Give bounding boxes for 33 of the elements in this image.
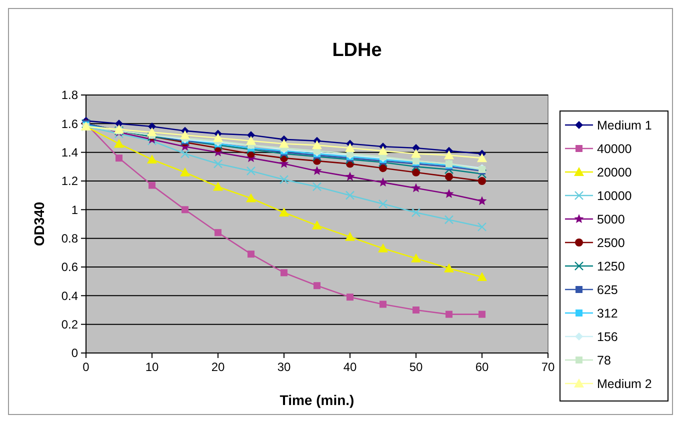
- legend-label: 20000: [597, 165, 632, 180]
- chart-title: LDHe: [332, 40, 382, 61]
- legend-label: 625: [597, 282, 618, 297]
- legend-label: 156: [597, 330, 618, 344]
- y-tick-label: 0.4: [61, 288, 78, 303]
- y-tick-label: 0.8: [61, 232, 78, 246]
- legend-label: 78: [597, 353, 611, 368]
- x-tick-label: 30: [277, 360, 291, 374]
- y-tick-label: 0.6: [61, 260, 78, 274]
- y-tick-label: 0.2: [61, 318, 78, 332]
- legend-label: 10000: [597, 188, 632, 203]
- legend-label: Medium 2: [597, 376, 652, 391]
- x-tick-label: 10: [145, 360, 159, 374]
- legend-label: 5000: [597, 212, 625, 226]
- x-tick-label: 50: [409, 360, 423, 374]
- y-tick-label: 1: [71, 202, 78, 217]
- x-tick-label: 70: [541, 360, 555, 374]
- legend-label: 2500: [597, 236, 625, 250]
- y-tick-label: 1.4: [61, 146, 78, 160]
- x-tick-label: 0: [82, 360, 90, 374]
- legend-label: Medium 1: [597, 118, 652, 132]
- legend-label: 312: [597, 306, 618, 320]
- y-tick-label: 1.6: [61, 116, 78, 131]
- y-tick-label: 1.2: [61, 174, 78, 188]
- x-tick-label: 60: [475, 360, 489, 374]
- y-axis-title: OD340: [31, 202, 47, 246]
- y-tick-label: 0: [71, 346, 78, 360]
- x-tick-label: 40: [343, 360, 357, 374]
- legend-label: 1250: [597, 259, 625, 274]
- y-tick-label: 1.8: [61, 88, 78, 102]
- legend-label: 40000: [597, 142, 632, 156]
- x-tick-label: 20: [211, 360, 225, 374]
- x-axis-title: Time (min.): [280, 392, 354, 408]
